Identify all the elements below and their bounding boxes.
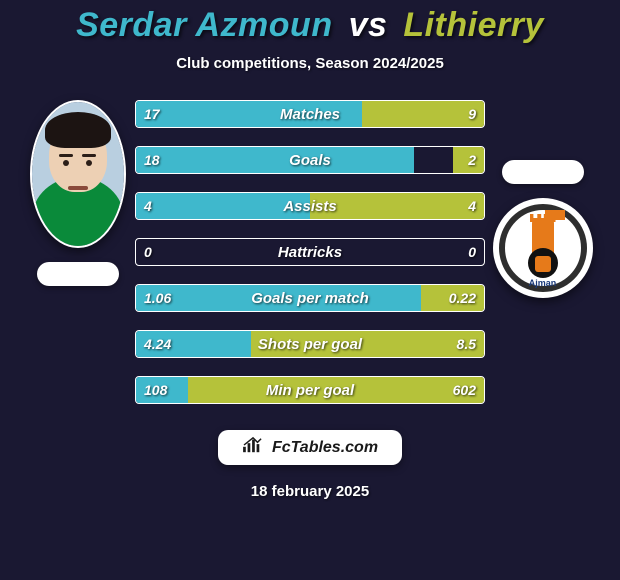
stat-bar: 108602Min per goal [135,376,485,404]
right-side: Ajman [485,100,600,298]
subtitle: Club competitions, Season 2024/2025 [176,55,444,72]
stat-fill-right [188,377,484,403]
stat-fill-left [136,331,251,357]
stat-bar: 179Matches [135,100,485,128]
club-right-pill [502,160,584,184]
content: Serdar Azmoun vs Lithierry Club competit… [0,0,620,580]
stat-bar: 4.248.5Shots per goal [135,330,485,358]
stat-bar: 182Goals [135,146,485,174]
page-title: Serdar Azmoun vs Lithierry [76,6,544,45]
stat-bar: 1.060.22Goals per match [135,284,485,312]
stat-fill-right [453,147,484,173]
stat-value-left: 0 [136,239,160,265]
title-right: Lithierry [403,6,544,44]
stat-value-right: 0 [460,239,484,265]
stat-label: Hattricks [136,239,484,265]
club-right-name: Ajman [493,278,593,288]
stat-bar: 0 0Hattricks [135,238,485,266]
stat-fill-right [251,331,484,357]
stat-fill-left [136,377,188,403]
chart-icon [242,436,264,459]
main-row: 179Matches 182Goals 44Assists 0 0Hattricks 1.… [0,100,620,404]
player-left-portrait [30,100,126,248]
brand-pill[interactable]: FcTables.com [218,430,402,465]
stat-bars: 179Matches 182Goals 44Assists 0 0Hattricks 1.… [135,100,485,404]
stat-fill-left [136,101,362,127]
stat-fill-right [310,193,484,219]
brand-text: FcTables.com [272,439,378,457]
stat-fill-right [421,285,484,311]
club-left-pill [37,262,119,286]
stat-fill-left [136,193,310,219]
stat-fill-left [136,147,414,173]
title-vs: vs [349,6,388,44]
stat-fill-right [362,101,484,127]
club-right-badge: Ajman [493,198,593,298]
left-side [20,100,135,286]
stat-fill-left [136,285,421,311]
stat-bar: 44Assists [135,192,485,220]
date-text: 18 february 2025 [251,483,369,500]
title-left: Serdar Azmoun [76,6,333,44]
